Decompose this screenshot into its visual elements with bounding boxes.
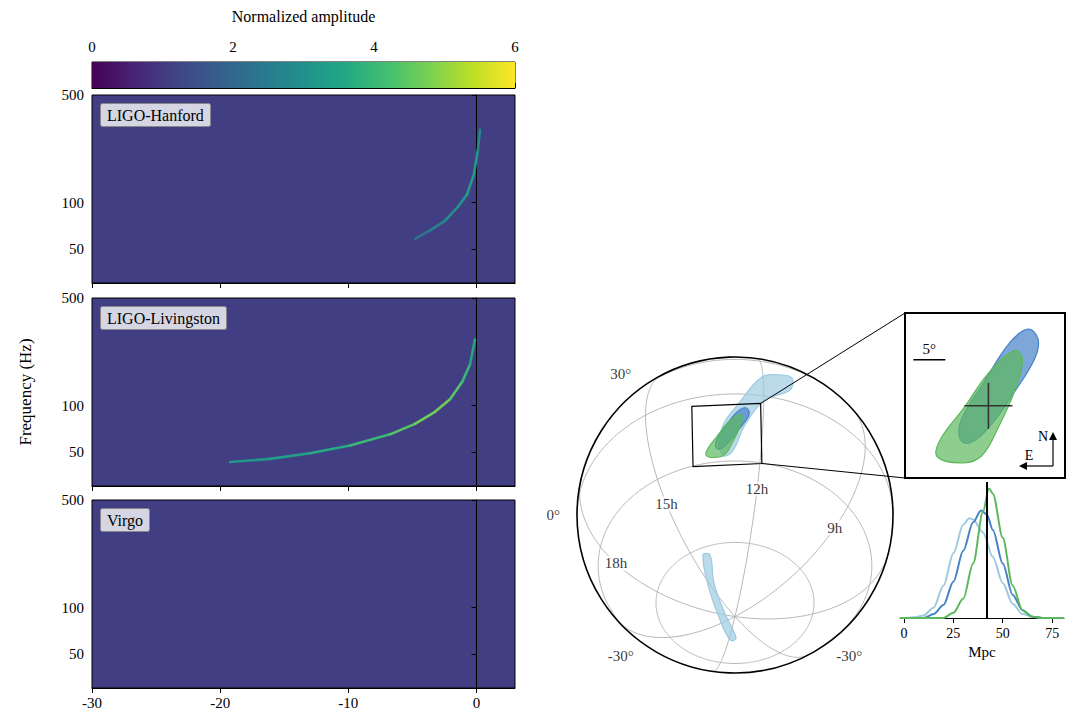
- svg-text:-30°: -30°: [608, 648, 634, 664]
- svg-text:100: 100: [62, 600, 85, 616]
- svg-text:Normalized amplitude: Normalized amplitude: [232, 8, 376, 26]
- svg-text:15h: 15h: [655, 496, 678, 512]
- svg-text:6: 6: [511, 39, 519, 55]
- svg-text:Mpc: Mpc: [968, 644, 996, 660]
- svg-text:-20: -20: [210, 695, 230, 711]
- svg-text:0: 0: [473, 695, 481, 711]
- svg-text:12h: 12h: [746, 481, 769, 497]
- svg-text:50: 50: [69, 241, 84, 257]
- svg-text:N: N: [1038, 429, 1048, 444]
- svg-text:500: 500: [62, 492, 85, 508]
- svg-text:0: 0: [88, 39, 96, 55]
- svg-text:500: 500: [62, 290, 85, 306]
- svg-text:18h: 18h: [605, 555, 628, 571]
- svg-text:30°: 30°: [610, 366, 631, 382]
- svg-text:Virgo: Virgo: [107, 512, 143, 530]
- svg-text:75: 75: [1045, 626, 1059, 641]
- svg-text:50: 50: [996, 626, 1010, 641]
- svg-text:100: 100: [62, 398, 85, 414]
- svg-text:50: 50: [69, 646, 84, 662]
- svg-text:LIGO-Hanford: LIGO-Hanford: [107, 107, 204, 124]
- svg-text:0: 0: [900, 626, 907, 641]
- svg-text:-10: -10: [338, 695, 358, 711]
- svg-text:-30: -30: [82, 695, 102, 711]
- svg-text:50: 50: [69, 444, 84, 460]
- svg-text:500: 500: [62, 87, 85, 103]
- svg-text:25: 25: [946, 626, 960, 641]
- svg-text:-30°: -30°: [836, 648, 862, 664]
- svg-text:Frequency (Hz): Frequency (Hz): [16, 338, 35, 445]
- svg-text:2: 2: [229, 39, 237, 55]
- svg-text:4: 4: [370, 39, 378, 55]
- svg-text:0°: 0°: [547, 507, 561, 523]
- svg-text:9h: 9h: [827, 520, 843, 536]
- svg-text:5°: 5°: [923, 341, 937, 357]
- svg-text:E: E: [1025, 448, 1034, 463]
- svg-text:LIGO-Livingston: LIGO-Livingston: [107, 310, 220, 328]
- svg-text:100: 100: [62, 195, 85, 211]
